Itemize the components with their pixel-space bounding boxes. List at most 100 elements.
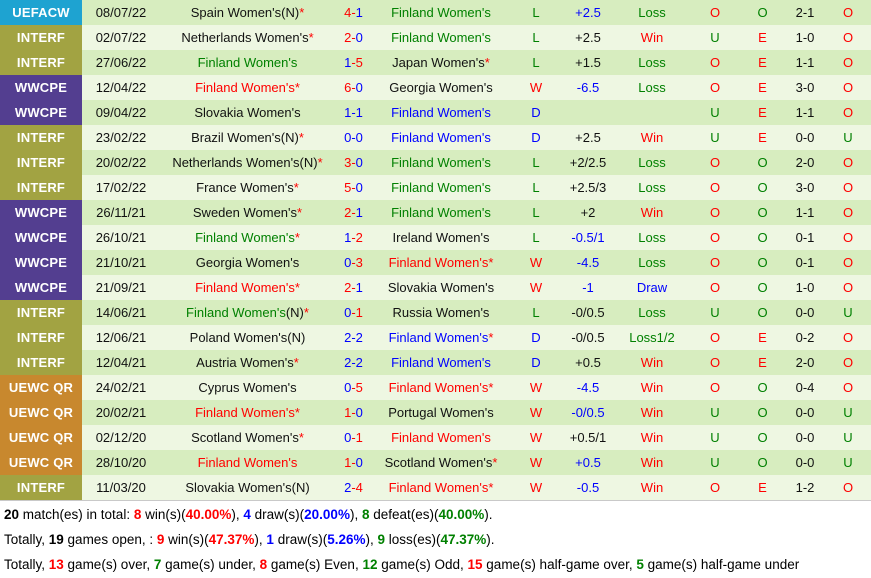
odd-even: E [740,125,785,150]
half-time-score: 0-1 [785,250,825,275]
home-team-name[interactable]: Finland Women's [197,55,298,70]
odd-even-value: E [758,105,767,120]
away-team-name[interactable]: Slovakia Women's [387,280,495,295]
home-team-star-icon: * [298,130,304,145]
match-row: WWCPE 09/04/22 Slovakia Women's 1-1 Finland … [0,100,871,125]
asian-handicap: -4.5 [562,250,614,275]
away-team-name[interactable]: Ireland Women's [392,230,490,245]
win-draw-loss: L [510,0,562,25]
asian-handicap-value: +2/2.5 [569,155,607,170]
away-team-name[interactable]: Finland Women's [391,130,491,145]
corner-over-under-value: O [842,155,854,170]
away-team-name[interactable]: Finland Women's [388,330,489,345]
away-team-name[interactable]: Finland Women's [391,5,491,20]
competition-badge: INTERF [0,25,82,50]
summary-segment: 8 [361,507,370,522]
asian-handicap: +2.5 [562,0,614,25]
summary-segment: 1 [266,532,274,547]
home-team-cell: Poland Women's(N) [160,325,335,350]
over-under-value: O [709,80,721,95]
away-team-name[interactable]: Finland Women's [391,355,491,370]
home-team-name[interactable]: Georgia Women's [195,255,300,270]
away-team-name[interactable]: Finland Women's [391,155,491,170]
over-under-value: O [709,5,721,20]
corner-over-under: O [825,325,871,350]
corner-over-under-value: O [842,230,854,245]
handicap-result-value: Loss [638,255,666,270]
away-goals: 1 [355,5,363,20]
summary-segment: draw(s)( [273,532,328,547]
summary-segment: game(s) half-game under [643,557,800,572]
match-date: 20/02/22 [95,155,147,170]
home-team-star-icon: * [298,430,304,445]
away-team-name[interactable]: Finland Women's [391,205,491,220]
away-team-name[interactable]: Finland Women's [388,380,489,395]
away-goals: 1 [355,305,363,320]
home-team-name[interactable]: Brazil Women's(N) [191,130,299,145]
full-time-score: 1-0 [335,400,372,425]
corner-over-under: O [825,75,871,100]
asian-handicap: +0.5/1 [562,425,614,450]
odd-even-value: O [757,155,768,170]
half-time-score: 0-0 [785,450,825,475]
away-team-name[interactable]: Scotland Women's [384,455,493,470]
corner-over-under: U [825,425,871,450]
half-time-score: 0-0 [785,425,825,450]
home-team-name[interactable]: Spain Women's(N) [190,5,300,20]
away-team-name[interactable]: Japan Women's [392,55,485,70]
match-date: 08/07/22 [95,5,147,20]
home-team-name[interactable]: Netherlands Women's(N) [172,155,318,170]
away-team-name[interactable]: Portugal Women's [388,405,494,420]
home-team-name[interactable]: Scotland Women's [191,430,299,445]
home-team-name[interactable]: Cyprus Women's [198,380,297,395]
match-date: 17/02/22 [95,180,147,195]
home-team-name[interactable]: Finland Women's [195,280,295,295]
score-dash: - [351,130,356,145]
away-team-name[interactable]: Georgia Women's [389,80,493,95]
away-team-name[interactable]: Finland Women's [388,255,489,270]
home-team-name[interactable]: Austria Women's [196,355,294,370]
home-team-name[interactable]: France Women's [196,180,294,195]
asian-handicap: -1 [562,275,614,300]
away-team-cell: Japan Women's* [372,50,510,75]
score-dash: - [351,55,356,70]
odd-even-value: O [757,180,768,195]
home-team-name[interactable]: Slovakia Women's(N) [185,480,310,495]
win-draw-loss-value: W [529,480,543,495]
over-under: O [690,275,740,300]
asian-handicap: -0/0.5 [562,400,614,425]
away-team-star-icon: * [488,330,494,345]
summary-segment: game(s) Odd, [377,557,468,572]
away-team-name[interactable]: Russia Women's [392,305,490,320]
home-team-name[interactable]: Finland Women's [195,80,295,95]
home-team-name[interactable]: Finland Women's [195,230,295,245]
asian-handicap-value: -0/0.5 [571,405,605,420]
home-team-name[interactable]: Slovakia Women's [194,105,301,120]
half-time-score-value: 1-1 [795,105,815,120]
competition-badge: INTERF [0,175,82,200]
home-team-name[interactable]: Netherlands Women's [181,30,309,45]
away-team-name[interactable]: Finland Women's [391,180,491,195]
away-team-name[interactable]: Finland Women's [391,105,491,120]
handicap-result-value: Loss [638,230,666,245]
home-team-name[interactable]: Finland Women's [186,305,286,320]
away-team-name[interactable]: Finland Women's [391,30,491,45]
win-draw-loss-value: L [532,155,540,170]
home-team-name[interactable]: Sweden Women's [192,205,298,220]
home-team-name[interactable]: Finland Women's [197,455,298,470]
asian-handicap [562,100,614,125]
summary-segment: 20 [4,507,20,522]
win-draw-loss: W [510,375,562,400]
corner-over-under: U [825,400,871,425]
match-history-table-wrap: UEFACW 08/07/22 Spain Women's(N)* 4-1 Finlan… [0,0,871,501]
home-team-name[interactable]: Finland Women's [195,405,295,420]
handicap-result: Win [614,350,690,375]
over-under: U [690,425,740,450]
away-team-name[interactable]: Finland Women's [391,430,491,445]
home-goals: 4 [344,5,352,20]
home-team-name[interactable]: Poland Women's(N) [189,330,306,345]
away-team-name[interactable]: Finland Women's [388,480,489,495]
odd-even: O [740,200,785,225]
corner-over-under: O [825,375,871,400]
odd-even: E [740,25,785,50]
